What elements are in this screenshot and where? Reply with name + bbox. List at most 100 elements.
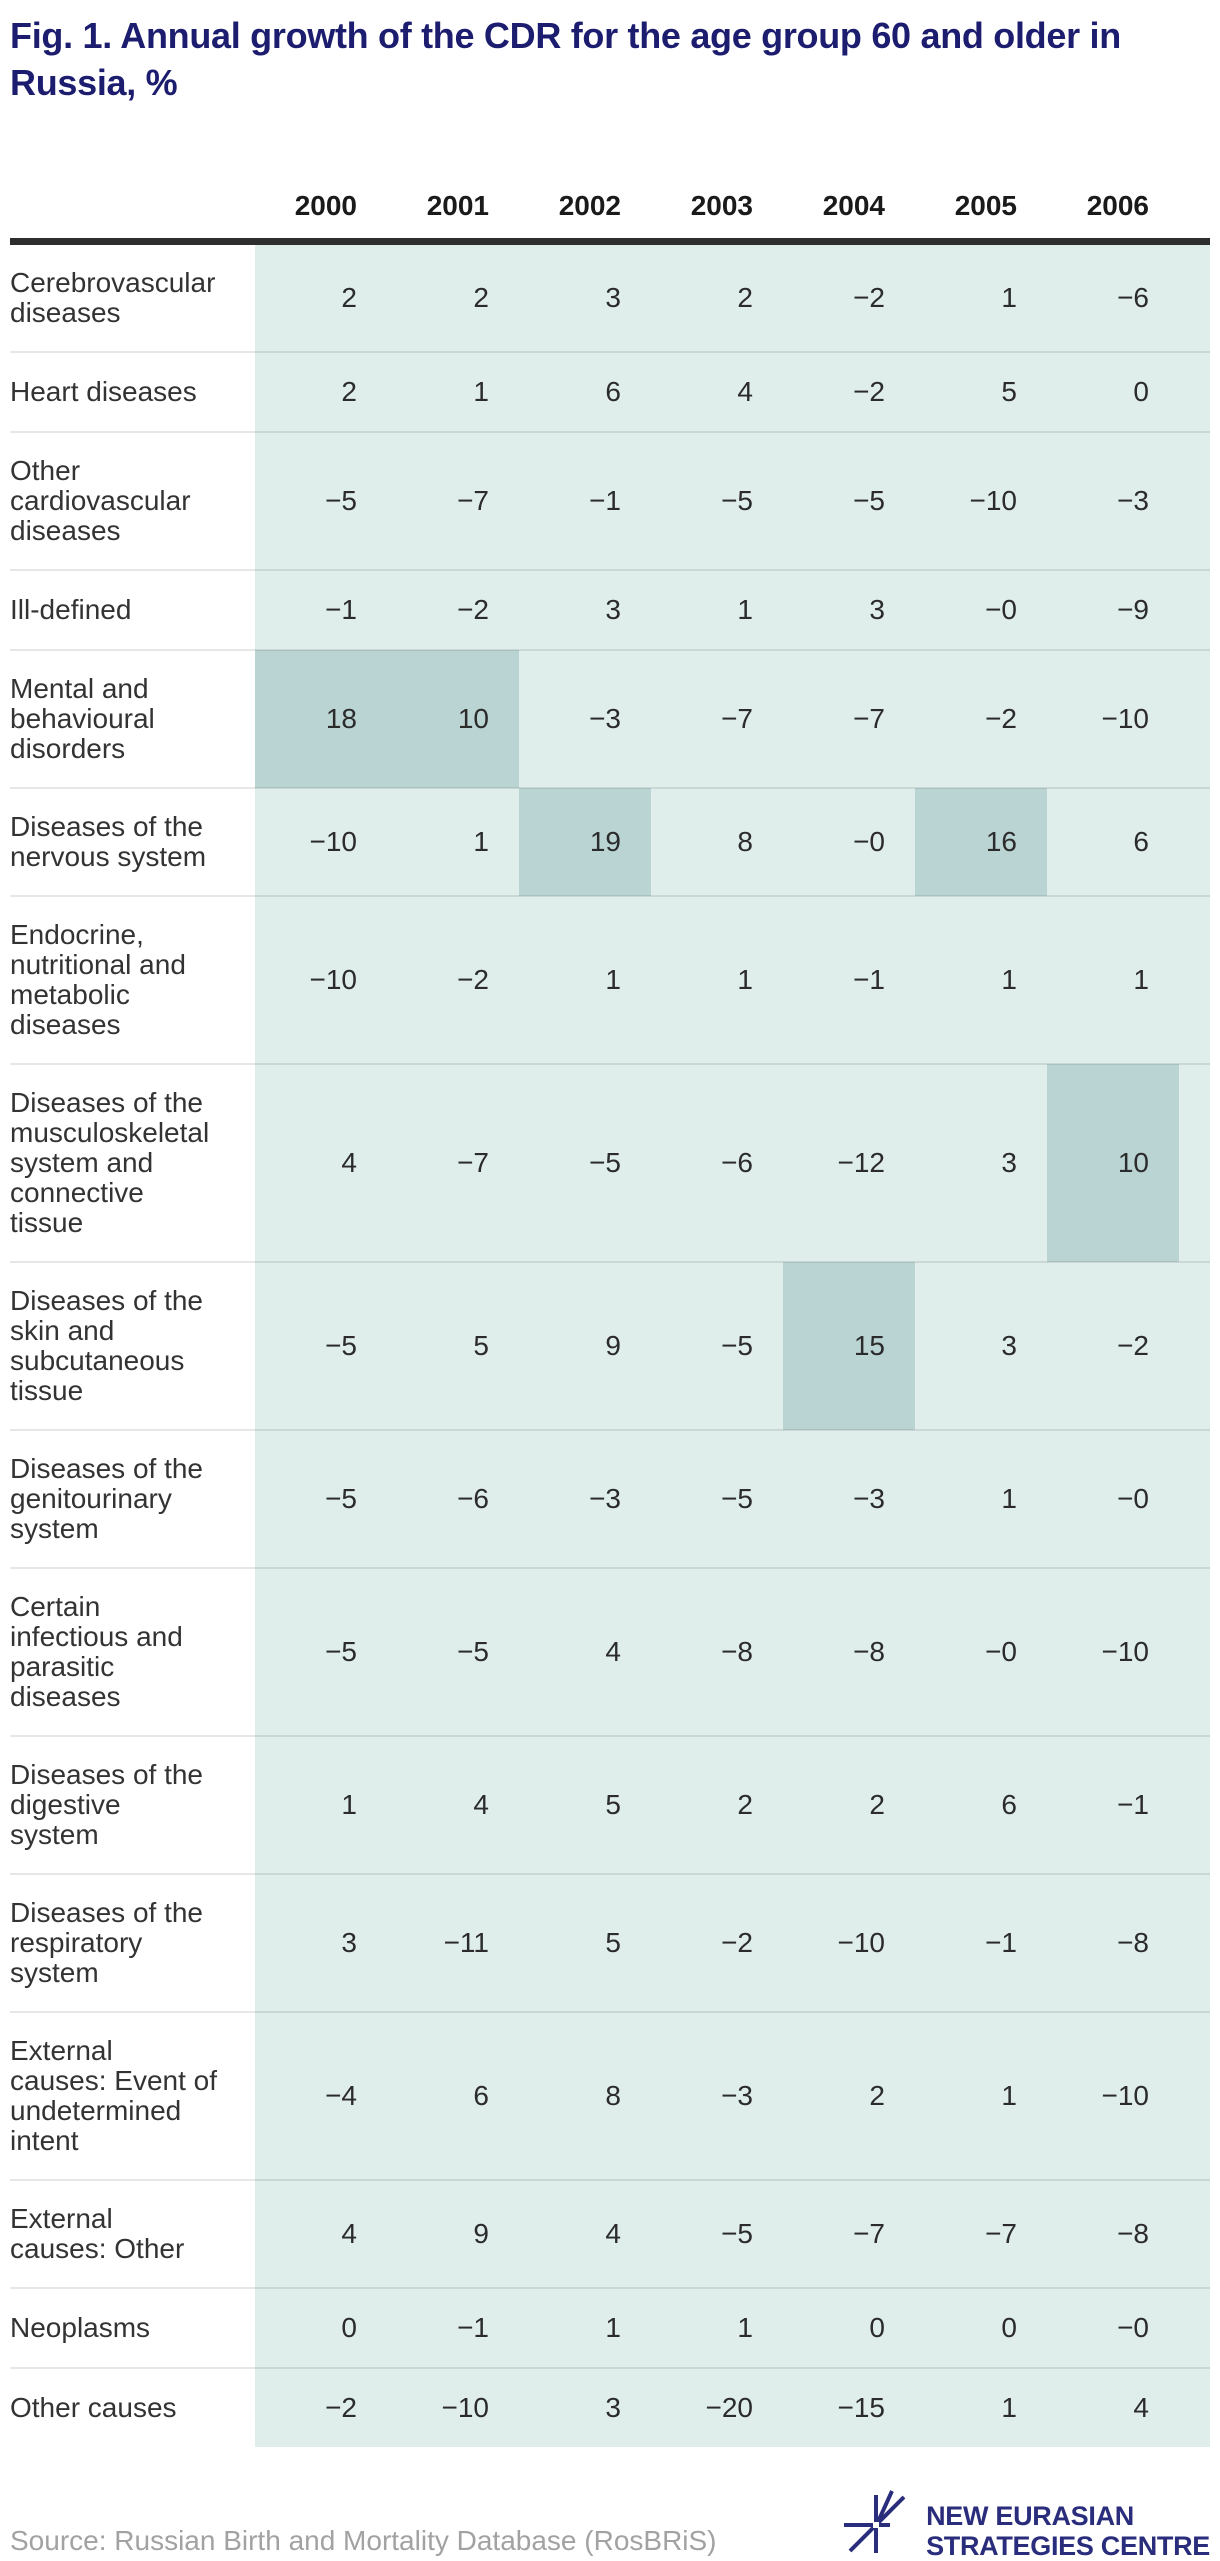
value-cell: 19 [519, 787, 651, 896]
value-cell: 4 [255, 1063, 387, 1262]
value-cell: 0 [783, 2287, 915, 2368]
value-cell: −10 [1047, 2011, 1179, 2180]
value-cell: −5 [255, 431, 387, 570]
row-label: External causes: Other [10, 2179, 255, 2288]
value-cell: −10 [387, 2367, 519, 2447]
table-row: Heart diseases 2 1 6 4 −2 5 0 [10, 351, 1210, 432]
table-header-row: 2000 2001 2002 2003 2004 2005 2006 [10, 144, 1210, 245]
value-cell: 5 [915, 351, 1047, 432]
value-cell: 18 [255, 649, 387, 788]
value-cell: −7 [651, 649, 783, 788]
value-cell: 4 [519, 2179, 651, 2288]
value-cell: −5 [255, 1429, 387, 1568]
value-cell: −1 [387, 2287, 519, 2368]
value-cell: 2 [651, 241, 783, 352]
value-cell: 1 [915, 1429, 1047, 1568]
value-cell: −2 [387, 895, 519, 1064]
header-trailing-cell [1179, 144, 1210, 245]
value-cell: −2 [783, 241, 915, 352]
trailing-cell [1179, 1063, 1210, 1262]
source-note: Source: Russian Birth and Mortality Data… [10, 2525, 717, 2556]
trailing-cell [1179, 787, 1210, 896]
row-label: External causes: Event of undetermined i… [10, 2011, 255, 2180]
table-row: Endocrine, nutritional and metabolic dis… [10, 895, 1210, 1064]
value-cell: −7 [915, 2179, 1047, 2288]
value-cell: −5 [651, 1429, 783, 1568]
row-label: Cerebrovascular diseases [10, 241, 255, 352]
table-row: Mental and behavioural disorders 18 10 −3 −7… [10, 649, 1210, 788]
heatmap-table: 2000 2001 2002 2003 2004 2005 2006 Cereb… [10, 144, 1210, 2447]
trailing-cell [1179, 569, 1210, 650]
value-cell: −5 [387, 1567, 519, 1736]
row-label: Diseases of the genitourinary system [10, 1429, 255, 1568]
trailing-cell [1179, 649, 1210, 788]
value-cell: −5 [783, 431, 915, 570]
table-row: Diseases of the skin and subcutaneous ti… [10, 1261, 1210, 1430]
value-cell: −6 [1047, 241, 1179, 352]
value-cell: 1 [387, 351, 519, 432]
value-cell: 6 [915, 1735, 1047, 1874]
value-cell: −2 [783, 351, 915, 432]
table-row: Diseases of the genitourinary system −5 −6… [10, 1429, 1210, 1568]
value-cell: 4 [255, 2179, 387, 2288]
value-cell: 1 [915, 2011, 1047, 2180]
value-cell: 3 [519, 569, 651, 650]
value-cell: 1 [387, 787, 519, 896]
table-row: Diseases of the nervous system −10 1 19 8 −0 1… [10, 787, 1210, 896]
value-cell: 3 [783, 569, 915, 650]
value-cell: 5 [519, 1873, 651, 2012]
value-cell: 4 [1047, 2367, 1179, 2447]
trailing-cell [1179, 2287, 1210, 2368]
value-cell: 2 [255, 351, 387, 432]
value-cell: −1 [519, 431, 651, 570]
value-cell: 8 [651, 787, 783, 896]
value-cell: −20 [651, 2367, 783, 2447]
table-row: Certain infectious and parasitic disease… [10, 1567, 1210, 1736]
table-row: External causes: Other 4 9 4 −5 −7 −7 −8 [10, 2179, 1210, 2288]
value-cell: −8 [783, 1567, 915, 1736]
trailing-cell [1179, 241, 1210, 352]
value-cell: −6 [651, 1063, 783, 1262]
value-cell: 1 [915, 241, 1047, 352]
table-row: Cerebrovascular diseases 2 2 3 2 −2 1 −6 [10, 241, 1210, 352]
value-cell: −10 [1047, 649, 1179, 788]
table-row: Other causes −2 −10 3 −20 −15 1 4 [10, 2367, 1210, 2447]
logo-line-2: STRATEGIES CENTRE [926, 2531, 1210, 2561]
row-label: Endocrine, nutritional and metabolic dis… [10, 895, 255, 1064]
value-cell: −0 [1047, 2287, 1179, 2368]
value-cell: −5 [255, 1567, 387, 1736]
row-label: Diseases of the nervous system [10, 787, 255, 896]
value-cell: −10 [1047, 1567, 1179, 1736]
value-cell: −0 [783, 787, 915, 896]
value-cell: 1 [255, 1735, 387, 1874]
value-cell: 3 [915, 1261, 1047, 1430]
value-cell: −2 [1047, 1261, 1179, 1430]
table-row: Other cardiovascular diseases −5 −7 −1 −5 −5−… [10, 431, 1210, 570]
value-cell: −5 [651, 2179, 783, 2288]
row-label: Diseases of the respiratory system [10, 1873, 255, 2012]
value-cell: −3 [783, 1429, 915, 1568]
table-row: Neoplasms 0 −1 1 1 0 0 −0 [10, 2287, 1210, 2368]
row-label: Certain infectious and parasitic disease… [10, 1567, 255, 1736]
value-cell: 16 [915, 787, 1047, 896]
value-cell: 1 [519, 2287, 651, 2368]
value-cell: −2 [387, 569, 519, 650]
value-cell: −1 [1047, 1735, 1179, 1874]
value-cell: −1 [255, 569, 387, 650]
row-label: Heart diseases [10, 351, 255, 432]
column-header-2001: 2001 [387, 144, 519, 245]
value-cell: 1 [519, 895, 651, 1064]
value-cell: 2 [387, 241, 519, 352]
value-cell: 9 [387, 2179, 519, 2288]
header-empty-cell [10, 144, 255, 245]
value-cell: −3 [1047, 431, 1179, 570]
value-cell: −10 [255, 895, 387, 1064]
value-cell: 4 [651, 351, 783, 432]
table-row: Ill-defined −1 −2 3 1 3 −0 −9 [10, 569, 1210, 650]
value-cell: −3 [651, 2011, 783, 2180]
value-cell: −3 [519, 1429, 651, 1568]
trailing-cell [1179, 895, 1210, 1064]
value-cell: 3 [255, 1873, 387, 2012]
row-label: Neoplasms [10, 2287, 255, 2368]
value-cell: −0 [915, 1567, 1047, 1736]
